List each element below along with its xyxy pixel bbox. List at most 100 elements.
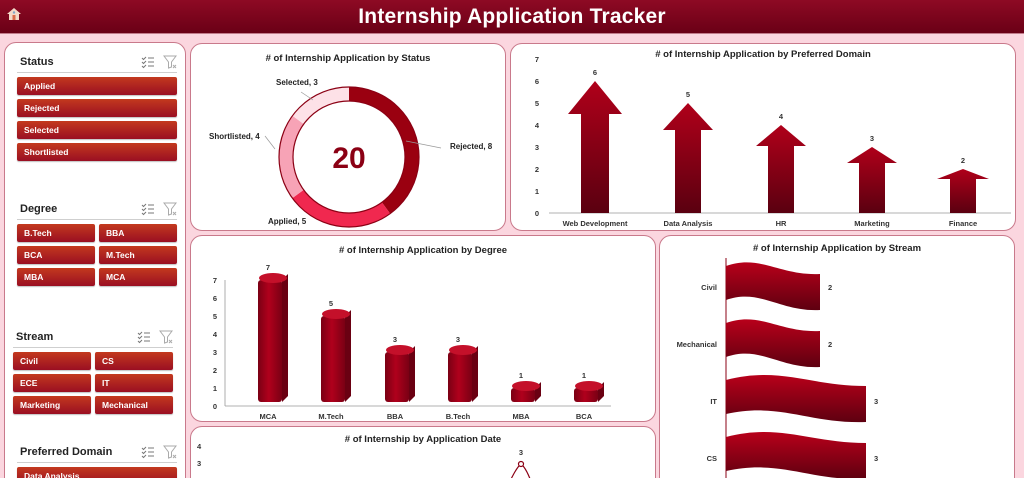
slicer-item-bba[interactable]: BBA: [99, 224, 177, 242]
slicer-item-rejected[interactable]: Rejected: [17, 99, 177, 117]
slicer-item-civil[interactable]: Civil: [13, 352, 91, 370]
slicer-item-data-analysis[interactable]: Data Analysis: [17, 467, 177, 478]
svg-text:5: 5: [535, 99, 539, 108]
donut-plot: 20 Rejected, 8 Applied, 5 Shortlisted, 4…: [209, 78, 493, 228]
svg-text:2: 2: [961, 156, 965, 165]
stream-plot: Civil Mechanical IT CS 2 2 3 3: [677, 258, 878, 478]
slicer-item-marketing[interactable]: Marketing: [13, 396, 91, 414]
bar-mechanical[interactable]: [726, 319, 820, 368]
x-label: Data Analysis: [664, 219, 713, 228]
slicer-item-mca[interactable]: MCA: [99, 268, 177, 286]
chart-title: # of Internship Application by Status: [265, 53, 431, 64]
svg-text:CS: CS: [707, 454, 717, 463]
bar-hr[interactable]: [756, 125, 806, 213]
bar-bca[interactable]: 1: [574, 371, 604, 402]
svg-text:6: 6: [593, 68, 597, 77]
svg-text:3: 3: [197, 459, 201, 468]
data-label-shortlisted: Shortlisted, 4: [209, 132, 260, 141]
slicer-item-it[interactable]: IT: [95, 374, 173, 392]
clear-filter-icon[interactable]: [163, 55, 177, 69]
svg-text:0: 0: [213, 402, 217, 411]
bar-cs[interactable]: [726, 432, 866, 478]
slicer-item-bca[interactable]: BCA: [17, 246, 95, 264]
bar-btech[interactable]: 3: [448, 335, 478, 402]
chart-status-donut: # of Internship Application by Status 20…: [190, 43, 506, 231]
donut-segment-applied[interactable]: [279, 87, 419, 227]
svg-text:4: 4: [197, 442, 202, 451]
slicer-item-ece[interactable]: ECE: [13, 374, 91, 392]
svg-text:0: 0: [535, 209, 539, 218]
bar-marketing[interactable]: [847, 147, 897, 213]
svg-text:6: 6: [535, 77, 539, 86]
dashboard-title: Internship Application Tracker: [358, 5, 666, 28]
bar-it[interactable]: [726, 375, 866, 423]
donut-segment-selected[interactable]: [279, 87, 419, 227]
home-icon[interactable]: [6, 7, 22, 21]
svg-text:M.Tech: M.Tech: [318, 412, 344, 421]
slicer-item-mechanical[interactable]: Mechanical: [95, 396, 173, 414]
svg-text:3: 3: [393, 335, 397, 344]
bar-civil[interactable]: [726, 262, 820, 311]
bar-mtech[interactable]: 5: [321, 299, 351, 402]
slicer-item-mba[interactable]: MBA: [17, 268, 95, 286]
svg-text:7: 7: [535, 55, 539, 64]
svg-text:1: 1: [535, 187, 539, 196]
bar-data-analysis[interactable]: [663, 103, 713, 213]
slicer-item-applied[interactable]: Applied: [17, 77, 177, 95]
svg-text:Mechanical: Mechanical: [677, 340, 717, 349]
bar-web-development[interactable]: [568, 81, 622, 213]
slicer-item-mtech[interactable]: M.Tech: [99, 246, 177, 264]
svg-text:3: 3: [519, 448, 523, 457]
chart-preferred-domain: # of Internship Application by Preferred…: [510, 43, 1016, 231]
chart-title: # of Internship Application by Preferred…: [655, 49, 871, 60]
svg-text:2: 2: [828, 283, 832, 292]
svg-text:B.Tech: B.Tech: [446, 412, 471, 421]
chart-title: # of Internship Application by Degree: [338, 245, 508, 256]
data-point[interactable]: [517, 460, 525, 468]
svg-text:1: 1: [582, 371, 586, 380]
svg-text:4: 4: [779, 112, 784, 121]
clear-filter-icon[interactable]: [163, 445, 177, 459]
clear-filter-icon[interactable]: [159, 330, 173, 344]
donut-segment-shortlisted[interactable]: [279, 87, 419, 227]
slicer-item-shortlisted[interactable]: Shortlisted: [17, 143, 177, 161]
svg-text:3: 3: [535, 143, 539, 152]
multi-select-icon[interactable]: [141, 202, 155, 216]
svg-text:BBA: BBA: [387, 412, 404, 421]
chart-title: # of Internship by Application Date: [344, 434, 502, 445]
svg-text:BCA: BCA: [576, 412, 593, 421]
chart-title: # of Internship Application by Stream: [752, 243, 922, 254]
svg-text:4: 4: [213, 330, 218, 339]
slicer-item-btech[interactable]: B.Tech: [17, 224, 95, 242]
svg-text:6: 6: [213, 294, 217, 303]
svg-text:7: 7: [213, 276, 217, 285]
bar-bba[interactable]: 3: [385, 335, 415, 402]
bar-finance[interactable]: [937, 169, 989, 213]
bar-mba[interactable]: 1: [511, 371, 541, 402]
svg-text:Civil: Civil: [701, 283, 717, 292]
multi-select-icon[interactable]: [141, 55, 155, 69]
svg-text:MBA: MBA: [512, 412, 530, 421]
slicer-panel: Status Applied Rejected Selected Shortli…: [4, 42, 186, 478]
slicer-preferred-domain: Preferred Domain Data Analysis: [17, 441, 177, 478]
slicer-item-selected[interactable]: Selected: [17, 121, 177, 139]
svg-text:2: 2: [213, 366, 217, 375]
slicer-item-cs[interactable]: CS: [95, 352, 173, 370]
svg-text:2: 2: [535, 165, 539, 174]
svg-text:MCA: MCA: [259, 412, 277, 421]
degree-plot: 0 1 2 3 4 5 6 7 7 5 3: [213, 263, 611, 421]
svg-text:3: 3: [213, 348, 217, 357]
multi-select-icon[interactable]: [141, 445, 155, 459]
svg-text:2: 2: [828, 340, 832, 349]
domain-plot: 0 1 2 3 4 5 6 7 6 5 4 3 2 Web Developmen…: [535, 55, 1011, 228]
bar-mca[interactable]: 7: [258, 263, 288, 402]
chart-degree: # of Internship Application by Degree 0 …: [190, 235, 656, 422]
slicer-degree: Degree B.Tech BBA BCA M.Tech MBA MCA: [17, 198, 177, 286]
data-label-rejected: Rejected, 8: [450, 142, 493, 151]
svg-text:3: 3: [456, 335, 460, 344]
svg-text:3: 3: [874, 397, 878, 406]
clear-filter-icon[interactable]: [163, 202, 177, 216]
slicer-status: Status Applied Rejected Selected Shortli…: [17, 51, 177, 161]
chart-application-date: # of Internship by Application Date 4 3 …: [190, 426, 656, 478]
multi-select-icon[interactable]: [137, 330, 151, 344]
